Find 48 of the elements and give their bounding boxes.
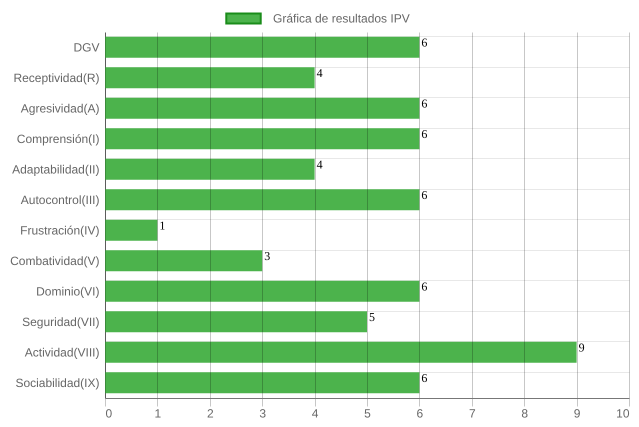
y-tick-label: Combatividad(V) [10,254,100,268]
bar [105,189,420,210]
bar [105,128,420,150]
x-tick-label: 1 [154,406,162,420]
x-tick-label: 5 [364,406,372,420]
y-tick-label: DGV [73,40,100,54]
y-tick-label: Seguridad(VII) [22,314,100,329]
x-tick-label: 9 [574,406,581,420]
bar [105,36,420,58]
data-label: 6 [421,370,428,385]
data-label: 6 [421,126,428,141]
x-tick-label: 8 [521,406,528,420]
x-tick-label: 10 [616,406,630,420]
x-tick-label: 6 [416,406,424,420]
y-tick-label: Sociabilidad(IX) [15,376,100,390]
bar [105,220,158,241]
x-tick-label: 7 [468,406,476,420]
data-label: 1 [159,218,166,232]
bar [105,67,315,88]
x-tick-label: 0 [106,406,112,420]
bar [105,372,420,394]
y-tick-label: Frustración(IV) [20,223,100,238]
bar [105,98,420,119]
data-label: 6 [421,279,428,294]
x-tick-label: 2 [206,406,214,420]
y-tick-label: Adaptabilidad(II) [12,162,100,176]
data-label: 6 [421,96,428,110]
y-tick-label: Comprensión(I) [16,132,100,146]
data-label: 6 [421,35,428,50]
bar [105,311,367,332]
y-tick-label: Dominio(VI) [36,284,100,298]
bar [105,250,262,272]
x-tick-label: 4 [312,406,319,420]
y-tick-label: Autocontrol(III) [20,192,100,207]
bar [105,158,315,180]
y-tick-label: Receptividad(R) [13,70,100,85]
y-tick-label: Actividad(VIII) [24,345,100,360]
legend-label: Gráfica de resultados IPV [273,12,410,26]
data-label: 4 [316,66,323,80]
data-label: 6 [421,188,428,202]
data-label: 9 [578,340,585,354]
data-label: 5 [369,310,375,324]
data-label: 3 [264,248,270,263]
bar [105,342,577,363]
y-tick-label: Agresividad(A) [20,101,100,116]
data-label: 4 [316,157,323,172]
x-tick-label: 3 [259,406,266,420]
bar [105,280,420,302]
